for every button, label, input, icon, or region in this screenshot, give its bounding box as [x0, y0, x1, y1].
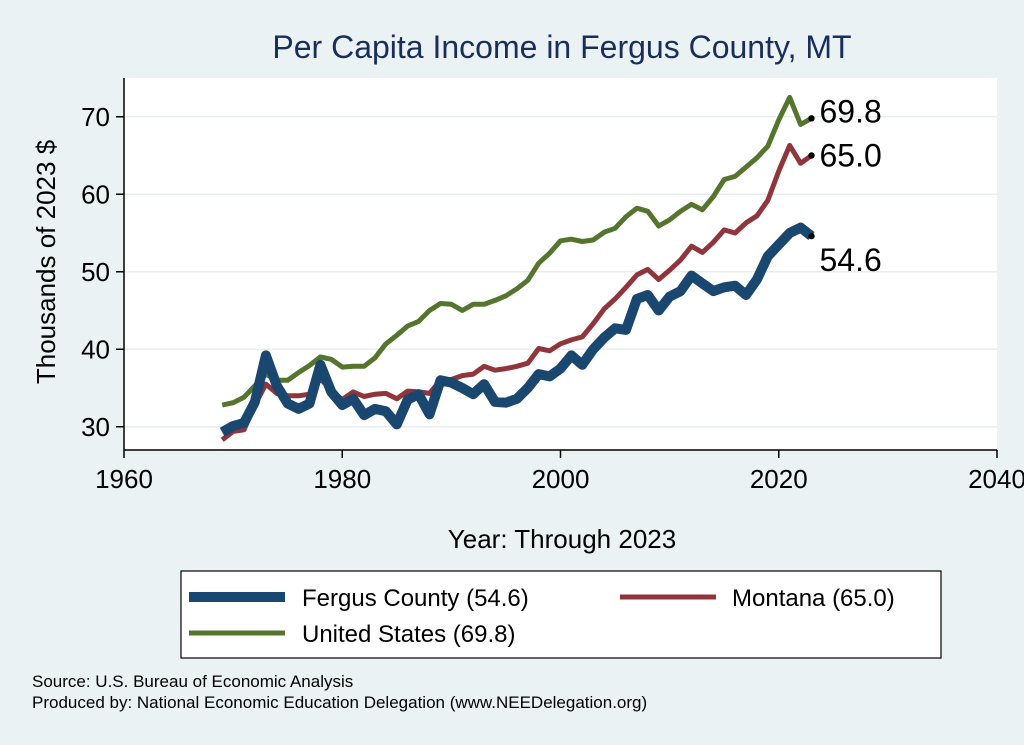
end-marker-fergus-county	[808, 232, 815, 240]
x-tick-label: 2020	[750, 464, 808, 494]
legend: Fergus County (54.6) Montana (65.0) Unit…	[189, 585, 895, 648]
legend-label-montana: Montana (65.0)	[732, 585, 895, 612]
y-axis-title: Thousands of 2023 $	[31, 139, 61, 384]
end-marker-montana	[808, 152, 815, 159]
chart-title: Per Capita Income in Fergus County, MT	[272, 29, 851, 65]
x-ticks: 1960 1980 2000 2020 2040	[95, 450, 1024, 494]
source-note: Source: U.S. Bureau of Economic Analysis	[32, 672, 353, 691]
y-tick-label: 40	[81, 334, 110, 364]
x-tick-label: 2000	[532, 464, 590, 494]
legend-label-us: United States (69.8)	[302, 621, 515, 648]
x-tick-label: 2040	[968, 464, 1024, 494]
end-label-montana: 65.0	[819, 138, 881, 174]
end-labels: 54.6 65.0 69.8	[808, 93, 882, 278]
series-line-united-states	[221, 94, 813, 408]
produced-by-note: Produced by: National Economic Education…	[32, 693, 647, 712]
end-marker-united-states	[808, 115, 815, 122]
end-label-united-states: 69.8	[819, 93, 881, 129]
x-axis-title: Year: Through 2023	[448, 524, 676, 554]
legend-box	[180, 570, 942, 659]
y-tick-label: 50	[81, 257, 110, 287]
series-lines	[219, 94, 815, 442]
y-tick-label: 70	[81, 102, 110, 132]
x-tick-label: 1960	[95, 464, 153, 494]
legend-label-fergus: Fergus County (54.6)	[302, 585, 529, 612]
y-tick-label: 30	[81, 412, 110, 442]
grid-lines	[124, 116, 997, 428]
y-ticks: 30 40 50 60 70	[81, 102, 124, 442]
x-tick-label: 1980	[313, 464, 371, 494]
series-line-fergus-county	[219, 222, 815, 437]
end-label-fergus-county: 54.6	[819, 242, 881, 278]
y-tick-label: 60	[81, 179, 110, 209]
